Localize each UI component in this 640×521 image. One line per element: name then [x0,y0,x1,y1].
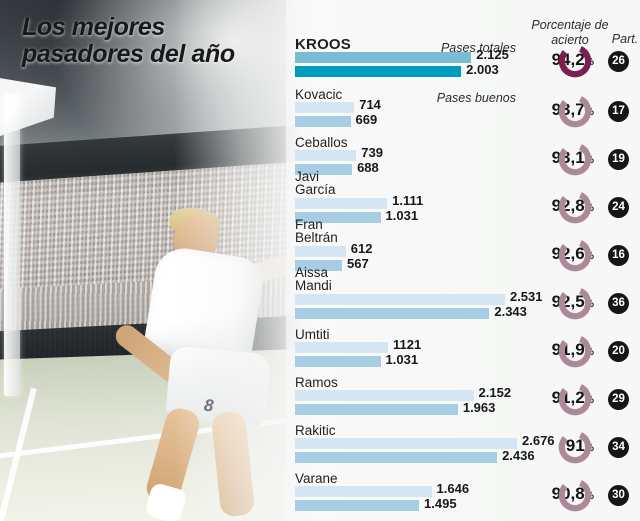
donut-gauge [556,140,594,178]
column-header-porcentaje: Porcentaje de acierto [531,18,609,47]
legend-pases-totales: Pases totales [440,41,516,55]
donut-gauge [556,476,594,514]
donut-gauge [556,332,594,370]
bar-pases-totales [295,342,388,353]
player-name: Ceballos [295,135,348,150]
player-name: KROOS [295,36,352,53]
donut-gauge [556,42,594,80]
participation-badge: 20 [608,341,629,362]
value-pases-buenos: 669 [355,112,378,127]
donut-gauge [556,284,594,322]
bar-pases-buenos [295,116,351,127]
value-pases-buenos: 2.343 [494,304,527,319]
value-pases-buenos: 1.031 [385,352,419,367]
bar-pases-totales [295,486,432,497]
bar-pases-totales [295,390,474,401]
legend-pases-buenos: Pases buenos [436,91,516,105]
value-pases-totales: 1.111 [392,193,424,208]
bar-pases-totales [295,246,346,257]
value-pases-totales: 2.125 [476,47,509,62]
participation-badge: 16 [608,245,629,266]
value-pases-buenos: 1.031 [385,208,419,223]
donut-gauge [556,380,594,418]
value-pases-totales: 1121 [392,337,422,352]
donut-gauge [556,92,594,130]
donut-gauge [556,428,594,466]
column-header-part: Part. [611,32,639,46]
bar-pases-totales [295,150,357,161]
participation-badge: 36 [608,293,629,314]
donut-gauge [556,236,594,274]
bar-pases-buenos [295,164,353,175]
bar-pases-buenos [295,308,490,319]
value-pases-buenos: 688 [357,160,379,175]
background-photo: 8 [0,0,300,521]
bar-pases-buenos [295,66,462,77]
photo-fade-overlay [0,0,300,521]
value-pases-buenos: 2.003 [466,62,499,77]
bar-pases-buenos [295,212,381,223]
percentage-value: 91 [565,436,585,455]
bar-pases-buenos [295,404,458,415]
bar-pases-buenos [295,452,498,463]
player-name: Kovacic [295,87,343,102]
player-name: Javi García [295,169,336,198]
participation-badge: 17 [608,101,629,122]
participation-badge: 29 [608,389,629,410]
value-pases-buenos: 567 [347,256,369,271]
page-title: Los mejores pasadores del año [22,13,235,68]
player-name: Ramos [295,375,338,390]
participation-badge: 30 [608,485,629,506]
player-name: Umtiti [295,327,330,342]
bar-pases-totales [295,294,505,305]
player-name: Fran Beltrán [295,217,338,246]
bar-pases-totales [295,198,388,209]
participation-badge: 19 [608,149,629,170]
player-name: Aissa Mandi [295,265,332,294]
player-name: Rakitic [295,423,336,438]
bar-pases-totales [295,102,355,113]
value-pases-totales: 714 [359,97,381,112]
value-pases-totales: 612 [350,241,373,256]
bar-pases-totales [295,52,472,63]
participation-badge: 24 [608,197,629,218]
value-pases-totales: 739 [361,145,383,160]
value-pases-totales: 1.646 [436,481,470,496]
value-pases-totales: 2.531 [509,289,543,304]
participation-badge: 34 [608,437,629,458]
value-pases-buenos: 2.436 [502,448,535,463]
bar-pases-buenos [295,500,420,511]
value-pases-totales: 2.152 [478,385,512,400]
player-name: Varane [295,471,338,486]
value-pases-totales: 2.676 [522,433,555,448]
donut-gauge [556,188,594,226]
bar-pases-buenos [295,260,343,271]
bar-pases-buenos [295,356,381,367]
value-pases-buenos: 1.495 [424,496,457,511]
value-pases-buenos: 1.963 [462,400,496,415]
chart-panel: Porcentaje de acierto Part. Pases totale… [286,0,640,521]
bar-pases-totales [295,438,517,449]
participation-badge: 26 [608,51,629,72]
